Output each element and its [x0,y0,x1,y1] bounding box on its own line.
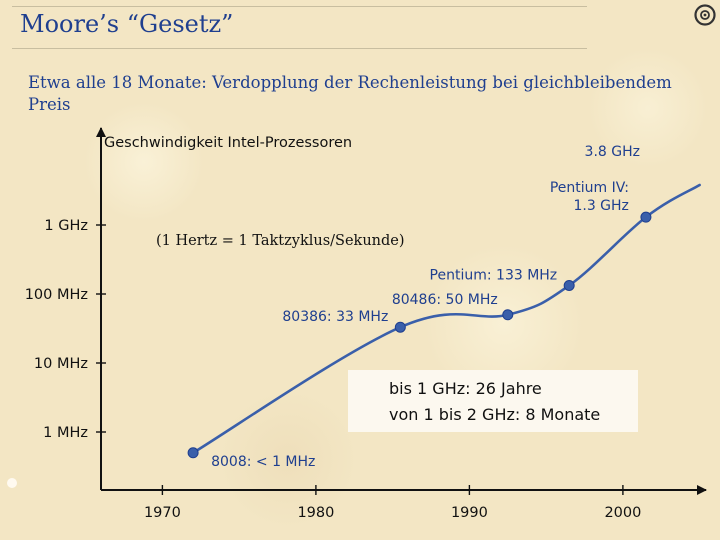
x-tick-label: 1980 [297,505,334,521]
data-point-marker [502,309,514,321]
y-tick-label: 10 MHz [34,356,88,372]
slide-subtitle: Etwa alle 18 Monate: Verdopplung der Rec… [28,73,672,114]
y-tick-label: 1 MHz [43,425,88,441]
data-point-marker [394,321,406,333]
data-label: 80486: 50 MHz [392,292,498,308]
chart-ticks: 1970 1980 1990 2000 1 MHz 10 MHz 100 MHz 1 GHz [25,218,642,521]
y-tick-label: 100 MHz [25,287,88,303]
data-label: Pentium IV: 1.3 GHz [550,180,629,214]
spiral-logo-icon [694,4,716,31]
x-tick-label: 2000 [604,505,641,521]
y-tick-label: 1 GHz [44,218,88,234]
chart-title: Geschwindigkeit Intel-Prozessoren [104,135,352,151]
title-rule-top [12,6,587,7]
data-point-marker [563,279,575,291]
data-label: 80386: 33 MHz [282,309,388,325]
slide-title: Moore’s “Gesetz” [20,10,234,38]
data-point-marker [187,447,199,459]
info-box-line-2: von 1 bis 2 GHz: 8 Monate [389,405,601,424]
data-label: 8008: < 1 MHz [211,454,315,470]
data-markers [187,211,652,459]
data-point-marker [640,211,652,223]
info-box-line-1: bis 1 GHz: 26 Jahre [389,379,542,398]
decorative-dot [7,478,17,488]
x-tick-label: 1970 [144,505,181,521]
title-rule-bottom [12,48,587,49]
data-label: 3.8 GHz [585,144,640,160]
data-label: Pentium: 133 MHz [430,267,558,283]
chart-axes [96,127,707,495]
info-box: bis 1 GHz: 26 Jahre von 1 bis 2 GHz: 8 M… [348,370,638,432]
hertz-note: (1 Hertz = 1 Taktzyklus/Sekunde) [156,233,405,249]
x-tick-label: 1990 [451,505,488,521]
